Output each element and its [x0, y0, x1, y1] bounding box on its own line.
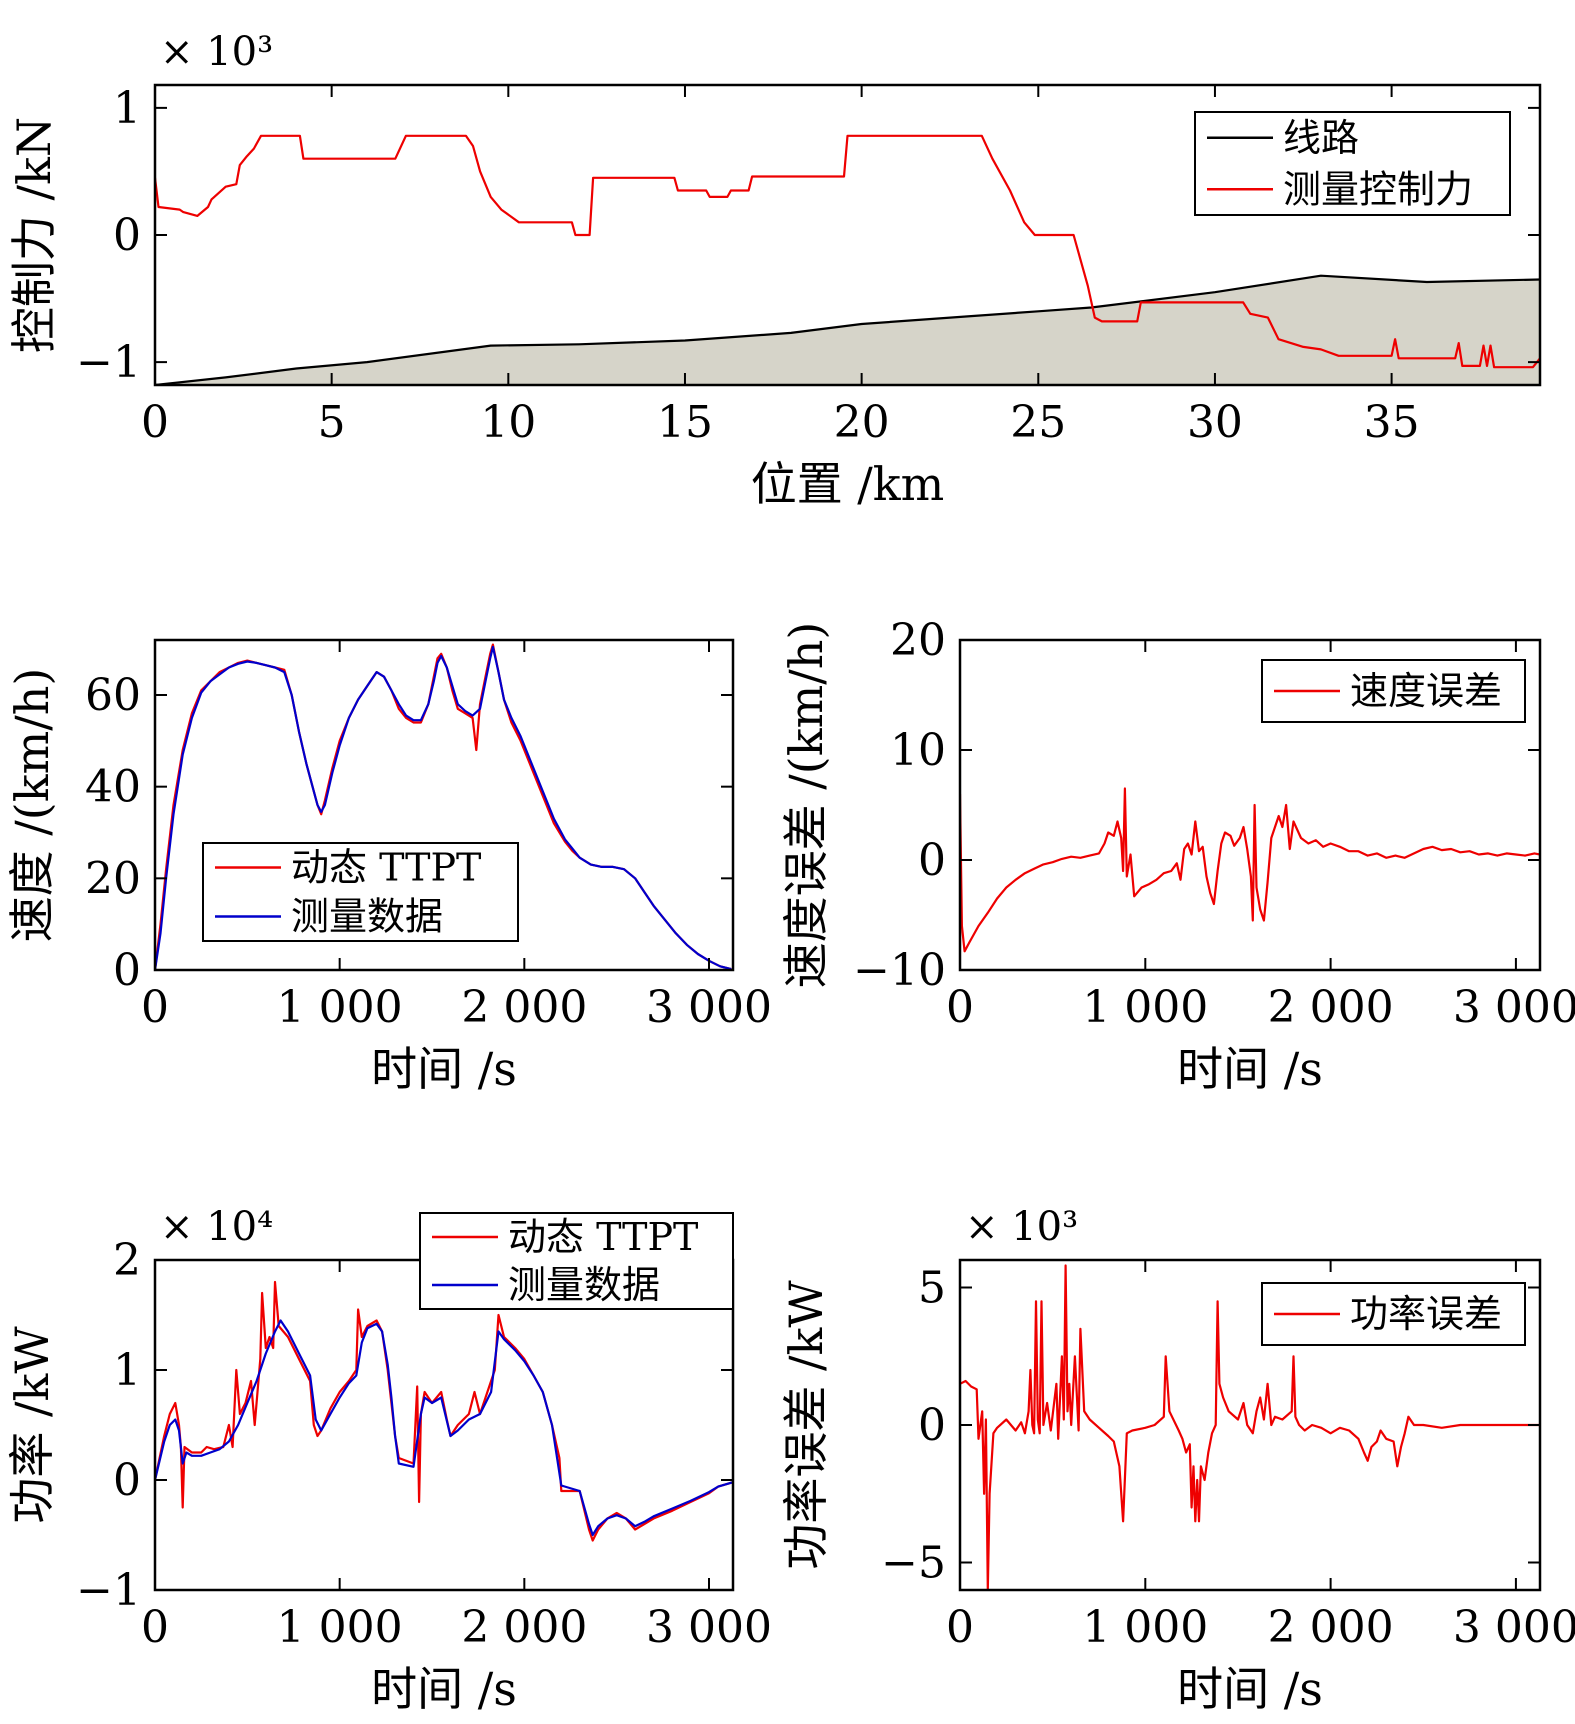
- series-line-0: [960, 1264, 1540, 1590]
- x-axis-label: 时间 /s: [1177, 1662, 1323, 1716]
- x-tick-label: 20: [834, 397, 890, 448]
- axes-box: [153, 638, 735, 972]
- y-tick-label: −10: [853, 945, 946, 996]
- y-tick-label: 0: [113, 210, 141, 261]
- x-tick-label: 1 000: [1082, 1602, 1208, 1653]
- y-tick-label: −1: [76, 1565, 141, 1616]
- x-tick-label: 2 000: [461, 1602, 587, 1653]
- x-tick-label: 1 000: [277, 1602, 403, 1653]
- x-tick-label: 1 000: [1082, 982, 1208, 1033]
- plot-area: [155, 134, 1540, 385]
- y-tick-label: 2: [113, 1235, 141, 1286]
- plot-area: [155, 1280, 733, 1542]
- legend-box: [419, 1212, 734, 1310]
- x-tick-label: 35: [1364, 397, 1420, 448]
- x-tick-label: 0: [946, 1602, 974, 1653]
- chart-speed: 0 1 000 2 000 3 000 0 20 40 60 时间 /s 速度 /(km/h) 动态…: [5, 638, 772, 1096]
- plot-area: [960, 1264, 1540, 1590]
- y-axis-label: 功率误差 /kW: [779, 1280, 833, 1570]
- legend-label-0: 动态 TTPT: [291, 846, 481, 890]
- y-axis-label: 控制力 /kN: [7, 117, 61, 353]
- y-tick-label: 1: [113, 1345, 141, 1396]
- legend-label-0: 动态 TTPT: [508, 1215, 698, 1259]
- x-tick-label: 3 000: [646, 982, 772, 1033]
- legend-label-1: 测量数据: [291, 895, 443, 939]
- y-tick-label: 40: [85, 762, 141, 813]
- y-axis-label: 功率 /kW: [5, 1326, 59, 1524]
- series-line-0: [960, 787, 1540, 953]
- x-tick-label: 2 000: [1268, 982, 1394, 1033]
- legend-label-1: 测量数据: [508, 1263, 660, 1307]
- x-axis-label: 时间 /s: [371, 1042, 517, 1096]
- y-multiplier: × 10⁴: [160, 1204, 273, 1250]
- x-tick-label: 2 000: [461, 982, 587, 1033]
- series-line-0: [155, 274, 1540, 385]
- x-tick-label: 2 000: [1268, 1602, 1394, 1653]
- legend: 功率误差: [1261, 1282, 1526, 1346]
- y-tick-label: −1: [76, 337, 141, 388]
- y-tick-label: 0: [918, 1400, 946, 1451]
- x-tick-label: 3 000: [646, 1602, 772, 1653]
- series-line-1: [155, 645, 732, 970]
- legend-box: [202, 842, 519, 942]
- legend-label-0: 功率误差: [1350, 1292, 1502, 1336]
- x-tick-label: 0: [141, 1602, 169, 1653]
- y-multiplier: × 10³: [160, 29, 273, 75]
- y-tick-label: 5: [918, 1263, 946, 1314]
- y-tick-label: 0: [918, 835, 946, 886]
- y-tick-label: 10: [890, 725, 946, 776]
- y-tick-label: −5: [881, 1538, 946, 1589]
- x-tick-label: 30: [1187, 397, 1243, 448]
- y-tick-label: 1: [113, 83, 141, 134]
- y-tick-label: 0: [113, 945, 141, 996]
- legend: 动态 TTPT 测量数据: [202, 842, 519, 942]
- legend-label-0: 速度误差: [1350, 669, 1502, 713]
- x-axis-label: 时间 /s: [1177, 1042, 1323, 1096]
- x-axis-label: 时间 /s: [371, 1662, 517, 1716]
- plot-area: [155, 643, 732, 970]
- legend: 速度误差: [1261, 659, 1526, 723]
- y-tick-label: 20: [85, 853, 141, 904]
- legend-box: [1194, 111, 1511, 216]
- x-tick-label: 5: [318, 397, 346, 448]
- x-tick-label: 1 000: [277, 982, 403, 1033]
- plot-area: [960, 787, 1540, 953]
- y-axis-label: 速度误差 /(km/h): [779, 622, 833, 989]
- axes-box: [958, 638, 1542, 972]
- x-tick-label: 0: [946, 982, 974, 1033]
- y-tick-label: 0: [113, 1455, 141, 1506]
- x-tick-label: 0: [141, 982, 169, 1033]
- x-tick-label: 10: [480, 397, 536, 448]
- legend-label-0: 线路: [1283, 116, 1359, 160]
- x-tick-label: 15: [657, 397, 713, 448]
- series-line-1: [155, 1319, 733, 1537]
- x-tick-label: 25: [1010, 397, 1066, 448]
- series-line-1: [155, 134, 1540, 369]
- x-tick-label: 0: [141, 397, 169, 448]
- x-tick-label: 3 000: [1453, 1602, 1575, 1653]
- series-fill-0: [155, 275, 1540, 385]
- legend-label-1: 测量控制力: [1283, 167, 1473, 211]
- x-axis-label: 位置 /km: [751, 457, 945, 511]
- y-multiplier: × 10³: [965, 1204, 1078, 1250]
- y-tick-label: 20: [890, 615, 946, 666]
- y-axis-label: 速度 /(km/h): [5, 668, 59, 943]
- y-tick-label: 60: [85, 670, 141, 721]
- x-tick-label: 3 000: [1453, 982, 1575, 1033]
